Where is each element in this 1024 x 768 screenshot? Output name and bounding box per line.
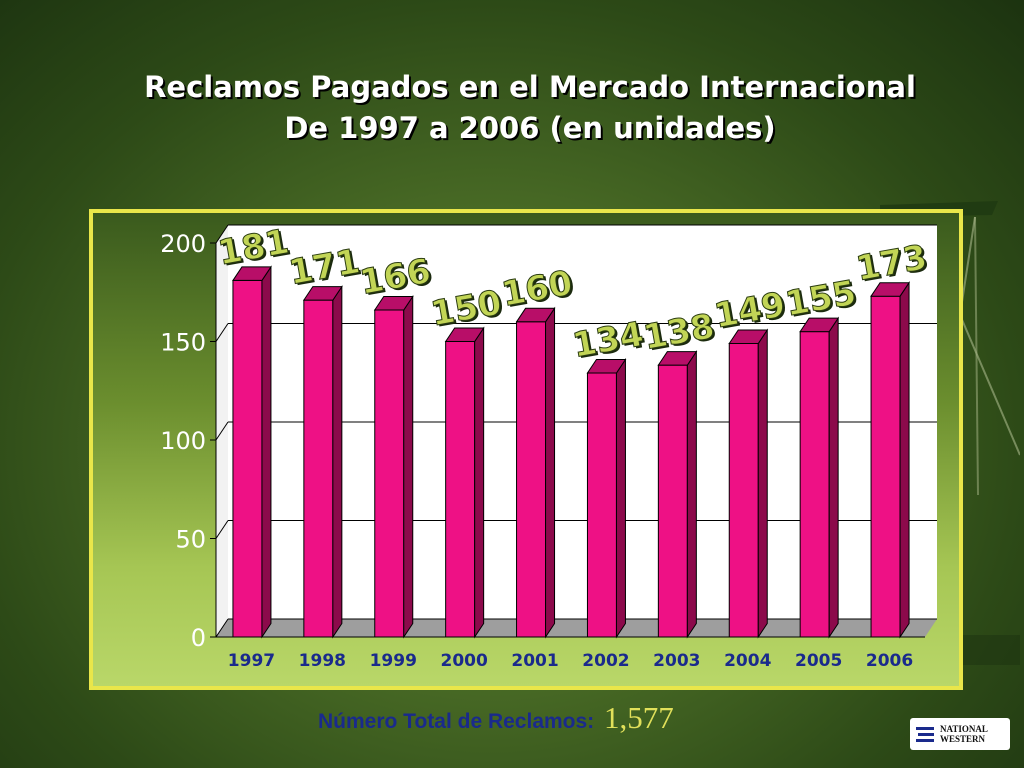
x-tick-label: 2003 (653, 651, 700, 671)
y-tick-label: 0 (191, 624, 206, 652)
x-tick-label: 2004 (724, 651, 771, 671)
bar (374, 309, 405, 638)
logo-line-1: NATIONAL (940, 724, 988, 734)
bar-top (373, 295, 414, 311)
gridline-diag (215, 520, 229, 539)
bar-top (799, 317, 840, 333)
bar (586, 372, 617, 638)
x-tick-label: 2000 (440, 651, 487, 671)
slide-title-line-1: Reclamos Pagados en el Mercado Internaci… (144, 70, 916, 104)
bar-side (403, 294, 414, 639)
bar (870, 295, 901, 638)
gridline-diag (215, 421, 229, 441)
bar (516, 321, 547, 638)
x-tick-label: 2001 (511, 651, 558, 671)
bar-side (474, 326, 485, 639)
y-tick-label: 50 (175, 526, 206, 554)
total-claims-label: Número Total de Reclamos: (318, 710, 595, 733)
bar-top (444, 327, 485, 342)
chart-panel: 0 50 100 150 200 1997 181 181 1998 171 171 1999 166 1… (89, 209, 963, 690)
bar-side (261, 265, 272, 639)
slide-title-line-2: De 1997 a 2006 (en unidades) (284, 111, 776, 145)
bar-side (828, 316, 839, 639)
logo-mark-icon (916, 727, 934, 742)
bar (799, 331, 830, 638)
bar-top (728, 329, 769, 344)
bar (657, 364, 688, 638)
gridline-diag (215, 224, 229, 244)
x-tick-label: 1998 (299, 651, 346, 671)
bar (728, 342, 759, 638)
x-tick-label: 1997 (228, 651, 275, 671)
bar (232, 279, 263, 638)
bar-top (657, 351, 698, 366)
bar-side (545, 306, 556, 639)
x-tick-label: 2005 (795, 651, 842, 671)
total-claims: Número Total de Reclamos: 1,577 (318, 700, 674, 736)
logo-line-2: WESTERN (940, 734, 986, 744)
bar-top (302, 286, 343, 301)
bar-side (757, 328, 768, 639)
x-tick-label: 2002 (582, 651, 629, 671)
total-claims-value: 1,577 (604, 700, 674, 735)
bar-top (515, 307, 556, 323)
bar (445, 341, 476, 638)
bar-top (232, 266, 272, 281)
bar (303, 299, 334, 638)
gridline-diag (215, 323, 229, 342)
data-label: 155 (782, 273, 859, 325)
y-tick-label: 150 (160, 329, 206, 357)
bar-side (332, 284, 343, 639)
y-tick-label: 200 (160, 230, 206, 258)
bar-top (870, 282, 910, 297)
bar-side (686, 349, 697, 639)
bar-chart: 0501001502001997181181199817117119991661… (160, 221, 937, 671)
bar-top (586, 359, 627, 374)
bar-side (899, 281, 910, 639)
national-western-logo: NATIONAL WESTERN (910, 718, 1010, 750)
y-tick-label: 100 (160, 427, 206, 455)
gridline-diag (215, 618, 229, 638)
bar-side (615, 357, 626, 639)
x-tick-label: 1999 (370, 651, 417, 671)
x-tick-label: 2006 (866, 651, 913, 671)
